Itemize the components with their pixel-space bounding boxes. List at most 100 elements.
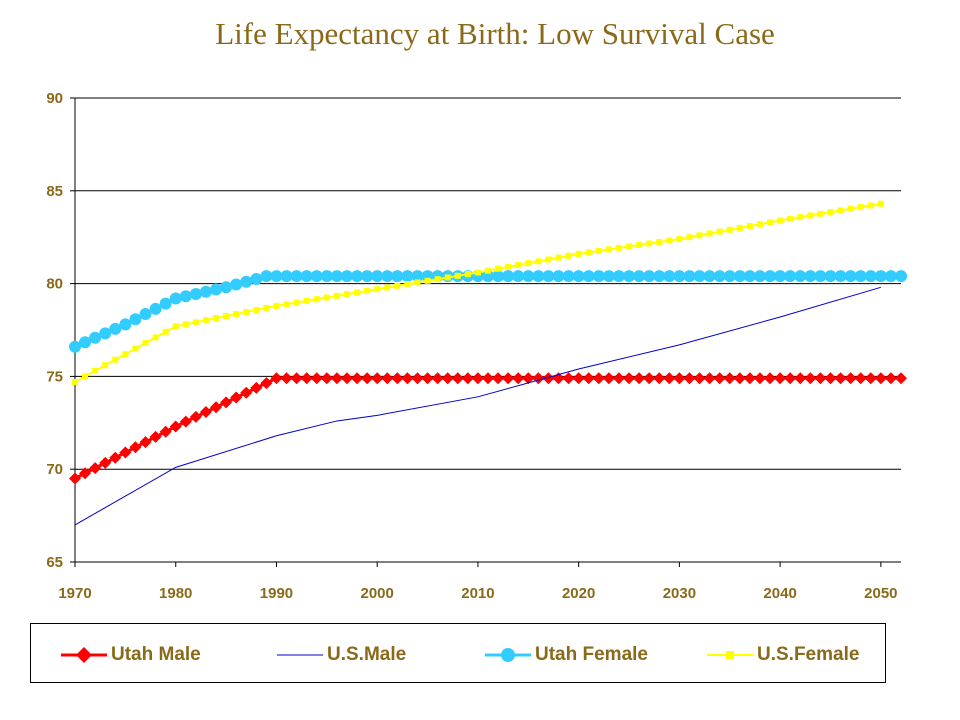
point-utah-male-1971 xyxy=(79,467,92,480)
point-utah-female-1977 xyxy=(139,308,152,321)
point-u-s-female-2031 xyxy=(686,234,693,241)
point-utah-male-2041 xyxy=(784,372,797,385)
point-u-s-female-1989 xyxy=(263,304,270,311)
point-u-s-female-1987 xyxy=(243,308,250,315)
point-u-s-female-2040 xyxy=(777,217,784,224)
point-u-s-female-2039 xyxy=(767,219,774,226)
point-u-s-female-1997 xyxy=(343,291,350,298)
point-utah-male-2000 xyxy=(371,372,384,385)
point-u-s-female-2032 xyxy=(696,232,703,239)
point-u-s-female-2019 xyxy=(565,252,572,259)
y-tick-label-65: 65 xyxy=(46,554,63,571)
point-u-s-female-1995 xyxy=(323,294,330,301)
point-utah-female-2047 xyxy=(844,270,857,283)
x-tick-label-2010: 2010 xyxy=(461,585,494,602)
point-utah-female-2025 xyxy=(623,270,636,283)
point-utah-female-2052 xyxy=(895,270,907,283)
point-utah-male-1976 xyxy=(129,441,142,454)
point-utah-female-1996 xyxy=(330,270,343,283)
point-u-s-female-1979 xyxy=(162,328,169,335)
point-utah-female-1985 xyxy=(220,281,233,294)
point-utah-female-2027 xyxy=(643,270,656,283)
point-utah-female-1988 xyxy=(250,272,263,285)
point-utah-female-2041 xyxy=(784,270,797,283)
point-utah-female-1998 xyxy=(351,270,364,283)
point-u-s-female-2001 xyxy=(384,284,391,291)
point-utah-male-1978 xyxy=(149,430,162,443)
point-u-s-female-2050 xyxy=(877,200,884,207)
point-utah-female-1978 xyxy=(149,302,162,315)
point-utah-female-1981 xyxy=(179,290,192,303)
point-u-s-female-2011 xyxy=(485,267,491,274)
point-utah-male-2005 xyxy=(421,372,434,385)
series-line-u-s-male xyxy=(74,286,881,526)
point-utah-male-2033 xyxy=(703,372,716,385)
point-utah-male-2040 xyxy=(774,372,787,385)
point-u-s-female-1982 xyxy=(192,319,199,326)
point-utah-male-2039 xyxy=(764,372,777,385)
point-u-s-female-2022 xyxy=(595,247,602,254)
point-utah-male-1990 xyxy=(270,372,283,385)
point-utah-female-2016 xyxy=(532,270,545,283)
point-utah-male-2028 xyxy=(653,372,666,385)
point-utah-female-2002 xyxy=(391,270,404,283)
point-utah-female-1982 xyxy=(189,287,202,300)
legend-label-utah-female: Utah Female xyxy=(535,644,648,665)
y-tick-label-85: 85 xyxy=(46,183,63,200)
series-line-utah-male xyxy=(74,376,901,480)
point-u-s-female-2027 xyxy=(646,240,653,247)
point-utah-male-2052 xyxy=(895,372,907,385)
point-utah-female-1984 xyxy=(210,283,223,296)
point-u-s-female-1985 xyxy=(223,313,230,320)
point-u-s-female-2020 xyxy=(575,250,582,257)
point-u-s-female-2037 xyxy=(746,223,753,230)
point-utah-female-1990 xyxy=(270,270,283,283)
point-utah-male-2014 xyxy=(512,372,525,385)
point-utah-male-1991 xyxy=(280,372,293,385)
point-utah-female-2044 xyxy=(814,270,827,283)
point-utah-female-2004 xyxy=(411,270,424,283)
point-utah-male-1984 xyxy=(210,401,223,414)
point-utah-male-1989 xyxy=(260,377,273,390)
series-line-utah-female xyxy=(74,274,901,349)
point-utah-female-2019 xyxy=(562,270,575,283)
x-tick-label-2000: 2000 xyxy=(361,585,394,602)
point-utah-male-2017 xyxy=(542,372,555,385)
point-u-s-female-2015 xyxy=(525,260,532,267)
point-utah-female-2049 xyxy=(864,270,877,283)
point-utah-female-2035 xyxy=(723,270,736,283)
point-utah-female-1976 xyxy=(129,313,142,326)
point-utah-female-1970 xyxy=(69,340,81,353)
point-u-s-female-2014 xyxy=(515,262,522,269)
point-u-s-female-2007 xyxy=(444,274,451,281)
legend-label-us-male: U.S.Male xyxy=(327,644,407,665)
point-u-s-female-2024 xyxy=(615,244,622,251)
point-u-s-female-1994 xyxy=(313,296,320,303)
point-u-s-female-2017 xyxy=(545,256,552,263)
point-utah-male-2019 xyxy=(562,372,575,385)
point-u-s-female-2018 xyxy=(555,254,562,261)
point-utah-female-2043 xyxy=(804,270,817,283)
point-u-s-female-1986 xyxy=(233,311,240,318)
point-utah-female-2028 xyxy=(653,270,666,283)
x-tick-label-1990: 1990 xyxy=(260,585,293,602)
point-u-s-female-2033 xyxy=(706,230,713,237)
point-utah-male-2013 xyxy=(502,372,515,385)
point-utah-male-2030 xyxy=(673,372,686,385)
point-utah-female-1973 xyxy=(99,327,112,340)
point-u-s-female-2025 xyxy=(626,243,633,250)
point-utah-female-1995 xyxy=(320,270,333,283)
point-utah-female-2037 xyxy=(743,270,756,283)
point-utah-female-1999 xyxy=(361,270,374,283)
point-u-s-female-2026 xyxy=(636,241,643,248)
point-utah-female-1993 xyxy=(300,270,313,283)
point-utah-female-2051 xyxy=(884,270,897,283)
point-u-s-female-2035 xyxy=(726,226,733,233)
legend-item-utah-female: Utah Female xyxy=(485,642,648,668)
point-utah-female-2000 xyxy=(371,270,384,283)
point-utah-male-1972 xyxy=(89,462,102,475)
point-utah-female-2030 xyxy=(673,270,686,283)
point-utah-female-2038 xyxy=(753,270,766,283)
legend-item-us-female: U.S.Female xyxy=(707,642,859,668)
x-tick-label-2030: 2030 xyxy=(663,585,696,602)
